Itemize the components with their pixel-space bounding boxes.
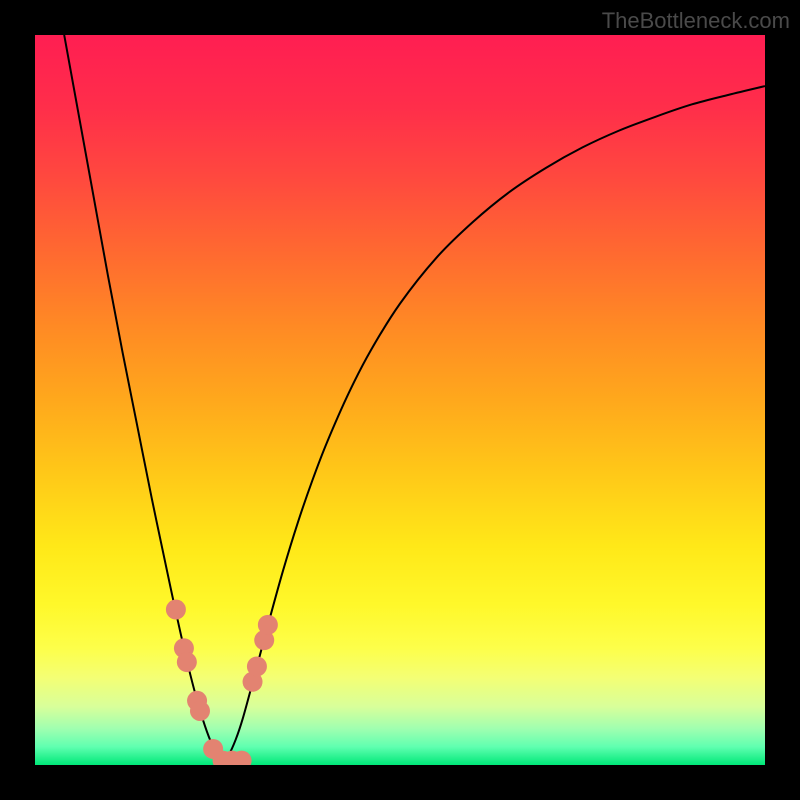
data-marker	[258, 615, 278, 635]
bottleneck-plot	[35, 35, 765, 765]
data-marker	[166, 600, 186, 620]
plot-background	[35, 35, 765, 765]
data-marker	[190, 701, 210, 721]
data-marker	[247, 656, 267, 676]
data-marker	[177, 652, 197, 672]
watermark-text: TheBottleneck.com	[602, 8, 790, 34]
